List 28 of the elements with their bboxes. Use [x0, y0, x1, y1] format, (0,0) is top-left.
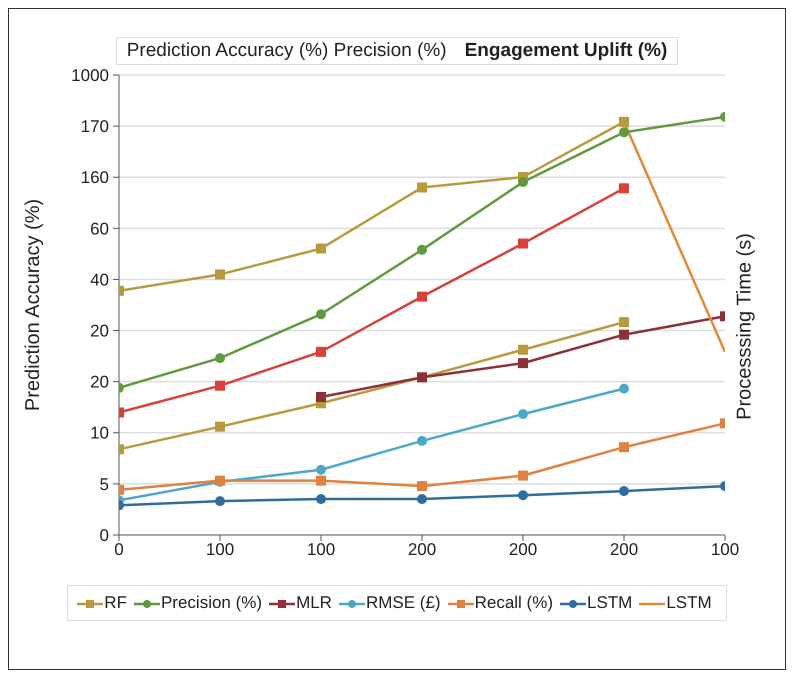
y2-axis-title: Processsing Time (s) [734, 232, 756, 422]
text: 10 [90, 424, 109, 443]
text: 40 [90, 270, 109, 290]
legend-label: RMSE (£) [364, 593, 441, 612]
chart-subtitle: Engagement Uplift (%) [464, 40, 668, 61]
x-tick-label: 100 [206, 540, 234, 560]
text: 5 [100, 474, 109, 494]
text: 20 [90, 322, 109, 341]
text: 170 [80, 117, 109, 136]
legend-label: RF [103, 593, 127, 612]
legend-label: MLR [295, 593, 332, 612]
x-tick-label: 200 [610, 540, 638, 560]
text: 1000 [71, 66, 109, 85]
x-tick-label: 100 [710, 540, 740, 560]
y-axis-title: Prediction Accuracy (%) [22, 198, 44, 412]
text: 0 [100, 526, 109, 545]
x-tick-label: 100 [306, 540, 336, 560]
text: 20 [90, 372, 109, 392]
x-tick-label: 200 [508, 540, 538, 560]
x-tick-label: 0 [114, 540, 124, 560]
chart-title: Prediction Accuracy (%) Precision (%) [126, 40, 447, 61]
legend-label: Precision (%) [160, 593, 262, 612]
legend-label: Recall (%) [474, 593, 553, 612]
text: 60 [90, 219, 109, 238]
text: 160 [80, 168, 109, 188]
legend-label: LSTM [665, 593, 712, 612]
legend-label: LSTM [586, 593, 632, 612]
x-tick-label: 200 [408, 540, 436, 560]
